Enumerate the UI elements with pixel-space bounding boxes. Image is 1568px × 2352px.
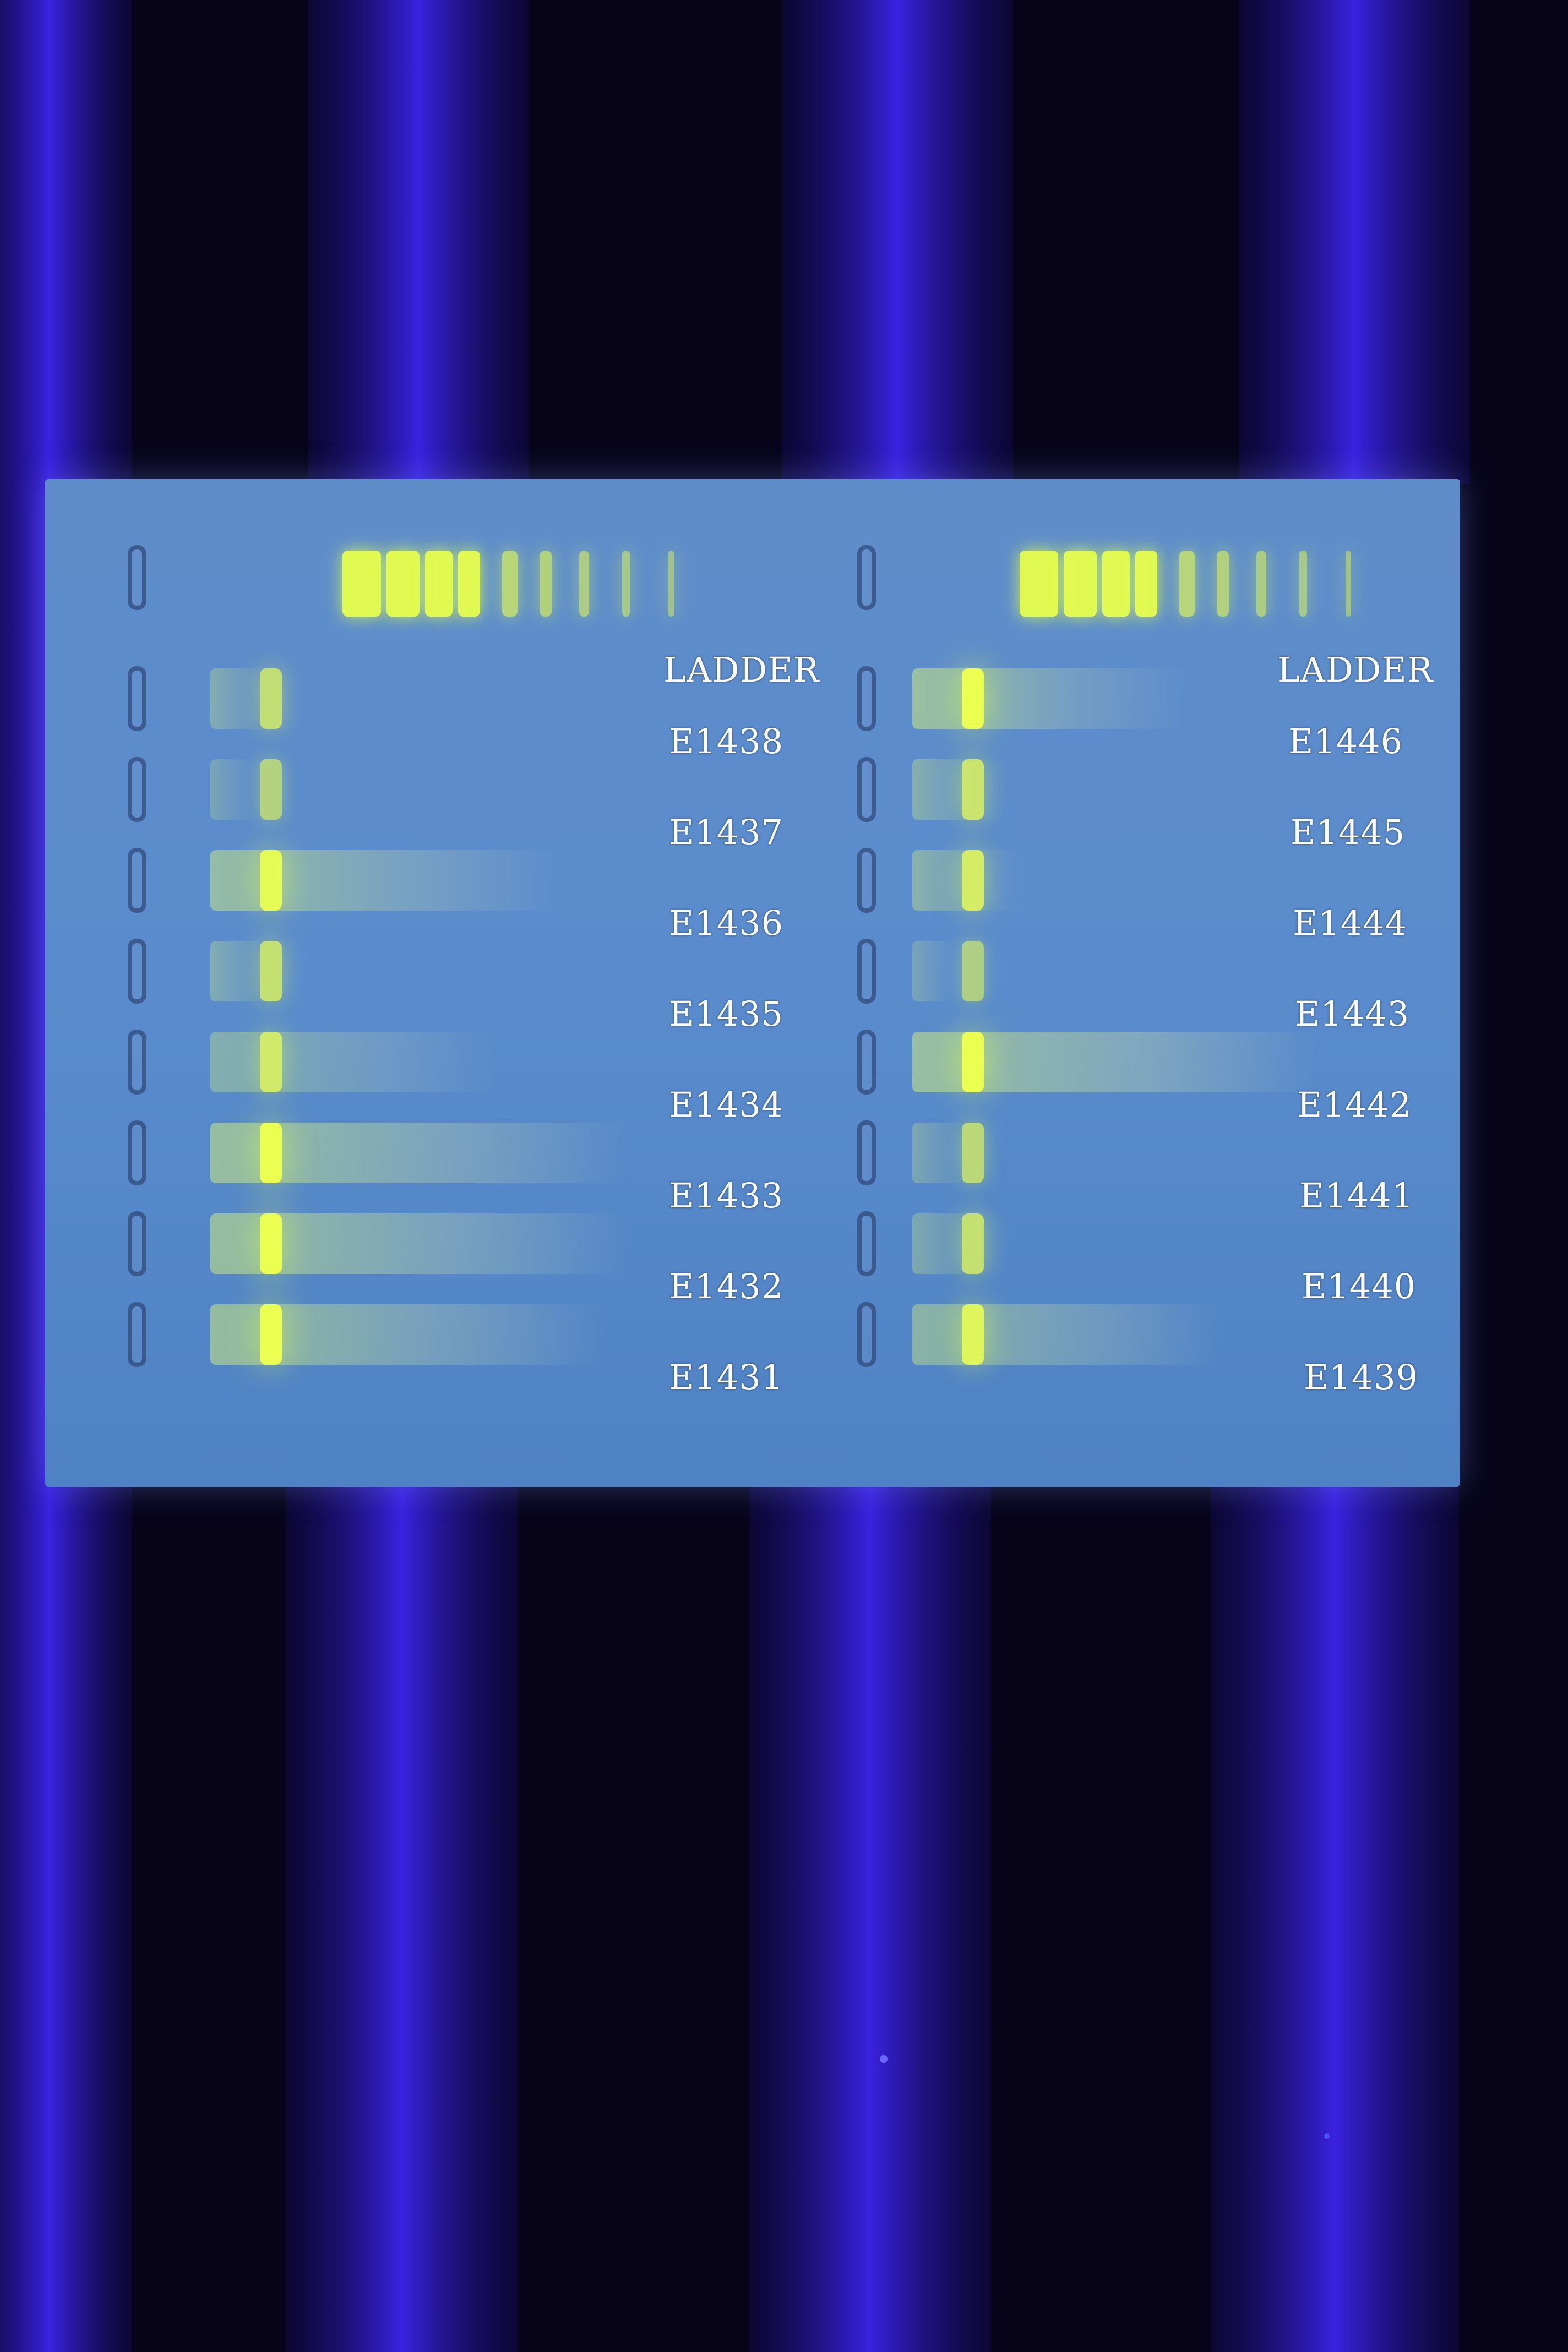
gel-well bbox=[128, 757, 146, 822]
gel-well bbox=[857, 757, 876, 822]
dna-band bbox=[962, 850, 984, 911]
dna-band bbox=[260, 1304, 282, 1365]
gel-well bbox=[128, 939, 146, 1004]
gel-well bbox=[857, 848, 876, 913]
gel-well bbox=[857, 1120, 876, 1185]
ladder-band bbox=[386, 551, 420, 617]
gel-well bbox=[857, 545, 876, 610]
dna-band bbox=[962, 668, 984, 729]
dna-band bbox=[962, 1213, 984, 1274]
lane-smear bbox=[210, 668, 298, 729]
lane-smear bbox=[210, 1032, 497, 1092]
dna-band bbox=[962, 1032, 984, 1092]
ladder-band bbox=[1346, 551, 1351, 617]
gel-well bbox=[128, 1302, 146, 1367]
ladder-band bbox=[425, 551, 453, 617]
gel-well bbox=[128, 545, 146, 610]
gel-well bbox=[128, 1120, 146, 1185]
lane-label: E1438 bbox=[669, 721, 784, 761]
gel-well bbox=[128, 1211, 146, 1276]
gel-well bbox=[857, 939, 876, 1004]
lane-label: E1439 bbox=[1304, 1357, 1419, 1397]
ladder-band bbox=[1217, 551, 1229, 617]
ladder-band bbox=[1102, 551, 1130, 617]
lane-label: E1440 bbox=[1302, 1266, 1417, 1306]
lane-label: E1446 bbox=[1288, 721, 1403, 761]
gel-well bbox=[857, 1302, 876, 1367]
ladder-band bbox=[1299, 551, 1307, 617]
lane-label: E1432 bbox=[669, 1266, 784, 1306]
ladder-band bbox=[342, 551, 381, 617]
lane-label: LADDER bbox=[663, 650, 820, 690]
dna-band bbox=[962, 1304, 984, 1365]
dna-band bbox=[260, 1032, 282, 1092]
dna-band bbox=[260, 850, 282, 911]
gel-left-half bbox=[45, 479, 805, 1487]
dna-band bbox=[260, 759, 282, 820]
lane-label: E1442 bbox=[1297, 1085, 1412, 1125]
dna-band bbox=[962, 941, 984, 1001]
ladder-band bbox=[1179, 551, 1195, 617]
lane-label: E1441 bbox=[1299, 1175, 1414, 1216]
uv-stripe bbox=[782, 0, 1013, 484]
lane-label: E1444 bbox=[1293, 903, 1408, 943]
ladder-band bbox=[1020, 551, 1058, 617]
dna-band bbox=[962, 1123, 984, 1183]
uv-stripe bbox=[286, 1481, 518, 2352]
lane-label: E1431 bbox=[669, 1357, 784, 1397]
ladder-band bbox=[458, 551, 480, 617]
dna-band bbox=[260, 668, 282, 729]
uv-stripe bbox=[749, 1481, 991, 2352]
ladder-band bbox=[622, 551, 630, 617]
gel-well bbox=[128, 1030, 146, 1095]
gel-well bbox=[128, 666, 146, 731]
lane-label: LADDER bbox=[1277, 650, 1434, 690]
gel-well bbox=[857, 1211, 876, 1276]
lane-label: E1436 bbox=[669, 903, 784, 943]
lane-smear bbox=[210, 941, 298, 1001]
lane-smear bbox=[912, 668, 1184, 729]
uv-stripe bbox=[1211, 1481, 1459, 2352]
ladder-band bbox=[1256, 551, 1266, 617]
dna-band bbox=[260, 941, 282, 1001]
gel-well bbox=[857, 666, 876, 731]
uv-stripe bbox=[308, 0, 529, 484]
lane-label: E1437 bbox=[669, 812, 784, 852]
dna-band bbox=[962, 759, 984, 820]
gel-well bbox=[128, 848, 146, 913]
gel-right-half bbox=[805, 479, 1460, 1487]
ladder-band bbox=[540, 551, 552, 617]
ladder-band bbox=[1064, 551, 1097, 617]
ladder-band bbox=[579, 551, 589, 617]
uv-stripe bbox=[1239, 0, 1470, 484]
lane-label: E1443 bbox=[1295, 994, 1410, 1034]
ladder-band bbox=[502, 551, 518, 617]
dna-band bbox=[260, 1123, 282, 1183]
lane-label: E1434 bbox=[669, 1085, 784, 1125]
gel-well bbox=[857, 1030, 876, 1095]
dna-band bbox=[260, 1213, 282, 1274]
lane-label: E1435 bbox=[669, 994, 784, 1034]
ladder-band bbox=[668, 551, 674, 617]
lane-label: E1433 bbox=[669, 1175, 784, 1216]
ladder-band bbox=[1135, 551, 1157, 617]
lane-label: E1445 bbox=[1291, 812, 1406, 852]
agarose-gel bbox=[45, 479, 1460, 1487]
lane-smear bbox=[912, 1304, 1222, 1365]
